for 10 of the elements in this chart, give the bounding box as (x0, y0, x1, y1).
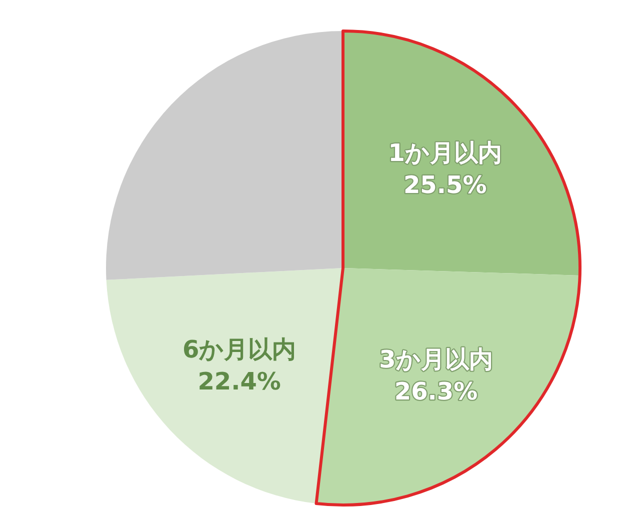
data-label: 22.4% (198, 367, 281, 396)
data-label: 26.3% (394, 378, 478, 406)
pie-slice (343, 31, 580, 276)
slice-label: 1か月以内 (388, 139, 502, 168)
slice-label: 6か月以内 (182, 335, 296, 364)
slice-label: 3か月以内 (379, 346, 493, 374)
data-label: 25.5% (403, 171, 487, 200)
pie-slice (106, 31, 343, 280)
pie-slice (316, 268, 580, 505)
pie-slice (106, 268, 343, 504)
